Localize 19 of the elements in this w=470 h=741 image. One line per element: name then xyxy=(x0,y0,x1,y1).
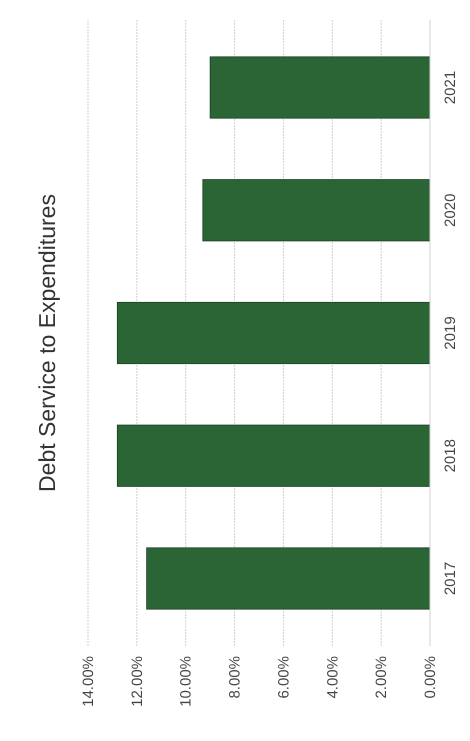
x-tick-label: 4.00% xyxy=(324,656,342,699)
y-tick-label: 2020 xyxy=(442,194,459,227)
y-tick-label: 2019 xyxy=(442,316,459,350)
x-tick-label: 0.00% xyxy=(422,656,439,699)
x-tick-label: 2.00% xyxy=(373,656,390,699)
bar xyxy=(202,179,430,242)
x-tick-label: 10.00% xyxy=(178,656,195,707)
bar xyxy=(116,302,430,364)
y-tick-label: 2021 xyxy=(442,70,459,104)
x-tick-label: 14.00% xyxy=(80,656,97,707)
bar xyxy=(146,547,430,610)
x-tick-label: 8.00% xyxy=(226,656,244,699)
y-tick-label: 2018 xyxy=(442,439,459,472)
bar xyxy=(210,56,430,119)
x-tick-label: 12.00% xyxy=(128,656,146,707)
text: Debt Service to Expenditures xyxy=(34,194,60,492)
x-tick-label: 6.00% xyxy=(275,656,292,699)
y-tick-label: 2017 xyxy=(442,562,459,596)
bar xyxy=(116,424,430,487)
